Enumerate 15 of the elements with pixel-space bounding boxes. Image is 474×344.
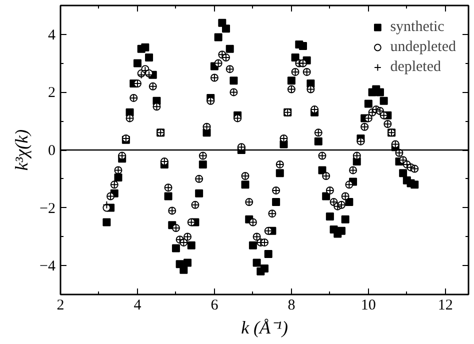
x-tick-label: 8 — [288, 298, 296, 314]
y-axis-title: k³χ(k) — [12, 129, 32, 171]
legend-label: synthetic — [390, 18, 444, 36]
x-tick-label: 4 — [134, 298, 142, 314]
legend-label: undepleted — [390, 38, 456, 56]
y-tick-label: 2 — [48, 85, 56, 102]
x-tick-label: 12 — [438, 298, 453, 314]
x-tick-label: 10 — [360, 298, 376, 314]
y-tick-label: 0 — [48, 143, 56, 159]
legend-label: depleted — [390, 58, 441, 76]
y-tick-label: −4 — [40, 258, 56, 275]
x-axis-title: k (Å⁻¹) — [241, 318, 288, 338]
x-tick-label: 6 — [210, 298, 219, 314]
y-tick-label: 4 — [48, 27, 56, 44]
y-tick-label: −2 — [40, 200, 56, 217]
